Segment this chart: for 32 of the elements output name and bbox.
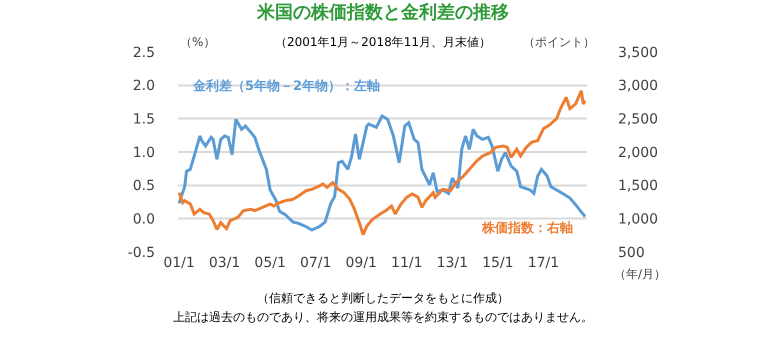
- y2-tick-label: 3,500: [618, 44, 658, 61]
- y-tick-label: -0.5: [128, 244, 155, 261]
- x-tick-label: 13/1: [436, 255, 468, 271]
- x-tick-label: 09/1: [346, 255, 377, 271]
- y2-tick-label: 1,500: [618, 178, 658, 194]
- y2-axis-title: （ポイント）: [523, 35, 595, 49]
- text: 上記は過去のものであり、将来の運用成果等を約束するものではありません。: [173, 310, 593, 324]
- y-tick-label: 0.5: [132, 178, 155, 194]
- y2-tick-label: 2,000: [618, 144, 658, 161]
- y2-tick-label: 500: [618, 244, 645, 261]
- y2-tick-label: 2,500: [618, 112, 658, 128]
- x-tick-label: 17/1: [528, 255, 560, 271]
- y-tick-label: 1.5: [132, 112, 155, 128]
- x-tick-label: 07/1: [300, 255, 332, 271]
- y-tick-label: 2.5: [132, 44, 155, 61]
- x-tick-label: 15/1: [482, 255, 514, 271]
- y2-tick-label: 3,000: [618, 78, 658, 94]
- chart-title: 米国の株価指数と金利差の推移: [256, 2, 509, 23]
- series-label: 金利差（5年物－2年物）：左軸: [192, 78, 380, 94]
- text: （信頼できると判断したデータをもとに作成）: [257, 291, 509, 305]
- x-axis-title: （年/月）: [614, 267, 666, 281]
- y2-tick-label: 1,000: [618, 212, 658, 228]
- y-axis-title: （%）: [180, 35, 216, 49]
- text: 株価指数：右軸: [481, 221, 573, 236]
- y-tick-label: 1.0: [132, 144, 155, 161]
- y-tick-label: 0.0: [132, 212, 155, 228]
- x-tick-label: 05/1: [254, 255, 286, 271]
- x-tick-label: 01/1: [163, 255, 195, 271]
- x-tick-label: 11/1: [391, 255, 422, 271]
- x-tick-label: 03/1: [208, 255, 240, 271]
- chart-subtitle: （2001年1月～2018年11月、月末値）: [275, 35, 491, 49]
- y-tick-label: 2.0: [132, 78, 155, 94]
